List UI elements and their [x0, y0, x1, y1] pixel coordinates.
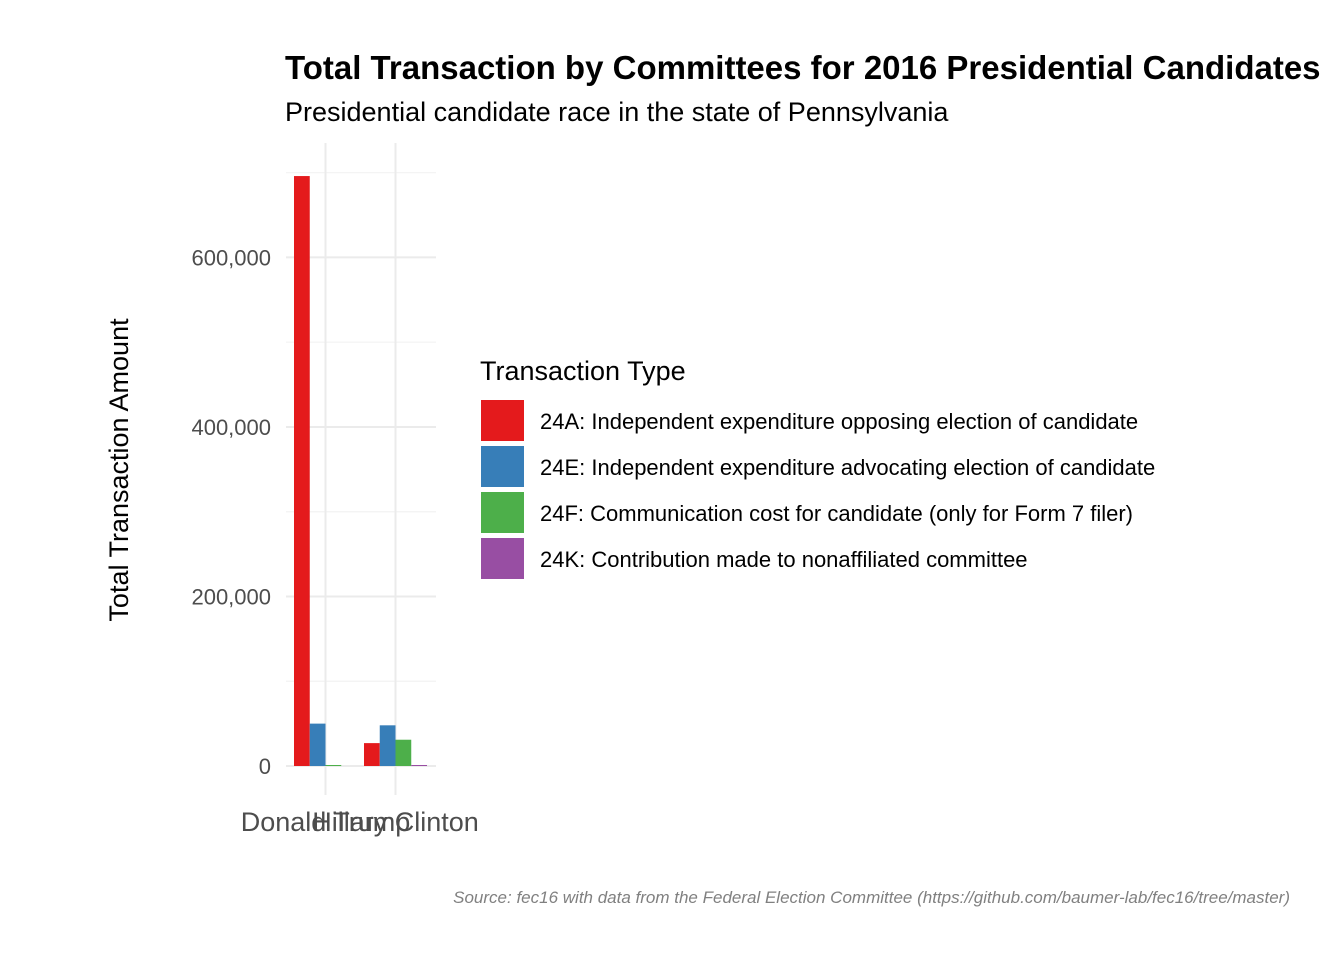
- y-tick-label: 400,000: [191, 415, 271, 440]
- bar-24e-hillary-clinton: [379, 725, 396, 766]
- y-tick-label: 0: [259, 754, 271, 779]
- legend-entry-label: 24F: Communication cost for candidate (o…: [540, 501, 1133, 526]
- legend-swatch: [481, 538, 524, 579]
- chart-subtitle: Presidential candidate race in the state…: [285, 97, 949, 127]
- bar-24a-donald-trump: [294, 176, 310, 767]
- y-axis-ticks: 0 200,000 400,000 600,000: [191, 245, 271, 779]
- bars: [294, 176, 427, 767]
- grid-lines: [286, 143, 436, 795]
- legend-entry-label: 24E: Independent expenditure advocating …: [540, 455, 1155, 480]
- x-tick-label: Hillary Clinton: [312, 807, 479, 837]
- y-tick-label: 600,000: [191, 245, 271, 270]
- legend-title: Transaction Type: [480, 356, 686, 386]
- bar-24f-hillary-clinton: [395, 739, 412, 766]
- bar-24f-donald-trump: [325, 765, 342, 766]
- y-tick-label: 200,000: [191, 584, 271, 609]
- bar-24e-donald-trump: [309, 723, 326, 766]
- legend: Transaction Type 24A: Independent expend…: [480, 356, 1155, 579]
- legend-swatch: [481, 492, 524, 533]
- legend-entry-label: 24A: Independent expenditure opposing el…: [540, 409, 1138, 434]
- chart-title: Total Transaction by Committees for 2016…: [285, 49, 1321, 86]
- legend-items: 24A: Independent expenditure opposing el…: [481, 400, 1155, 579]
- bar-24k-hillary-clinton: [411, 765, 427, 766]
- legend-swatch: [481, 446, 524, 487]
- legend-entry-label: 24K: Contribution made to nonaffiliated …: [540, 547, 1028, 572]
- chart-caption: Source: fec16 with data from the Federal…: [453, 888, 1290, 907]
- y-axis-label: Total Transaction Amount: [104, 318, 134, 622]
- legend-swatch: [481, 400, 524, 441]
- bar-24a-hillary-clinton: [364, 743, 380, 766]
- x-tick-label: Donald Trump: [241, 807, 411, 837]
